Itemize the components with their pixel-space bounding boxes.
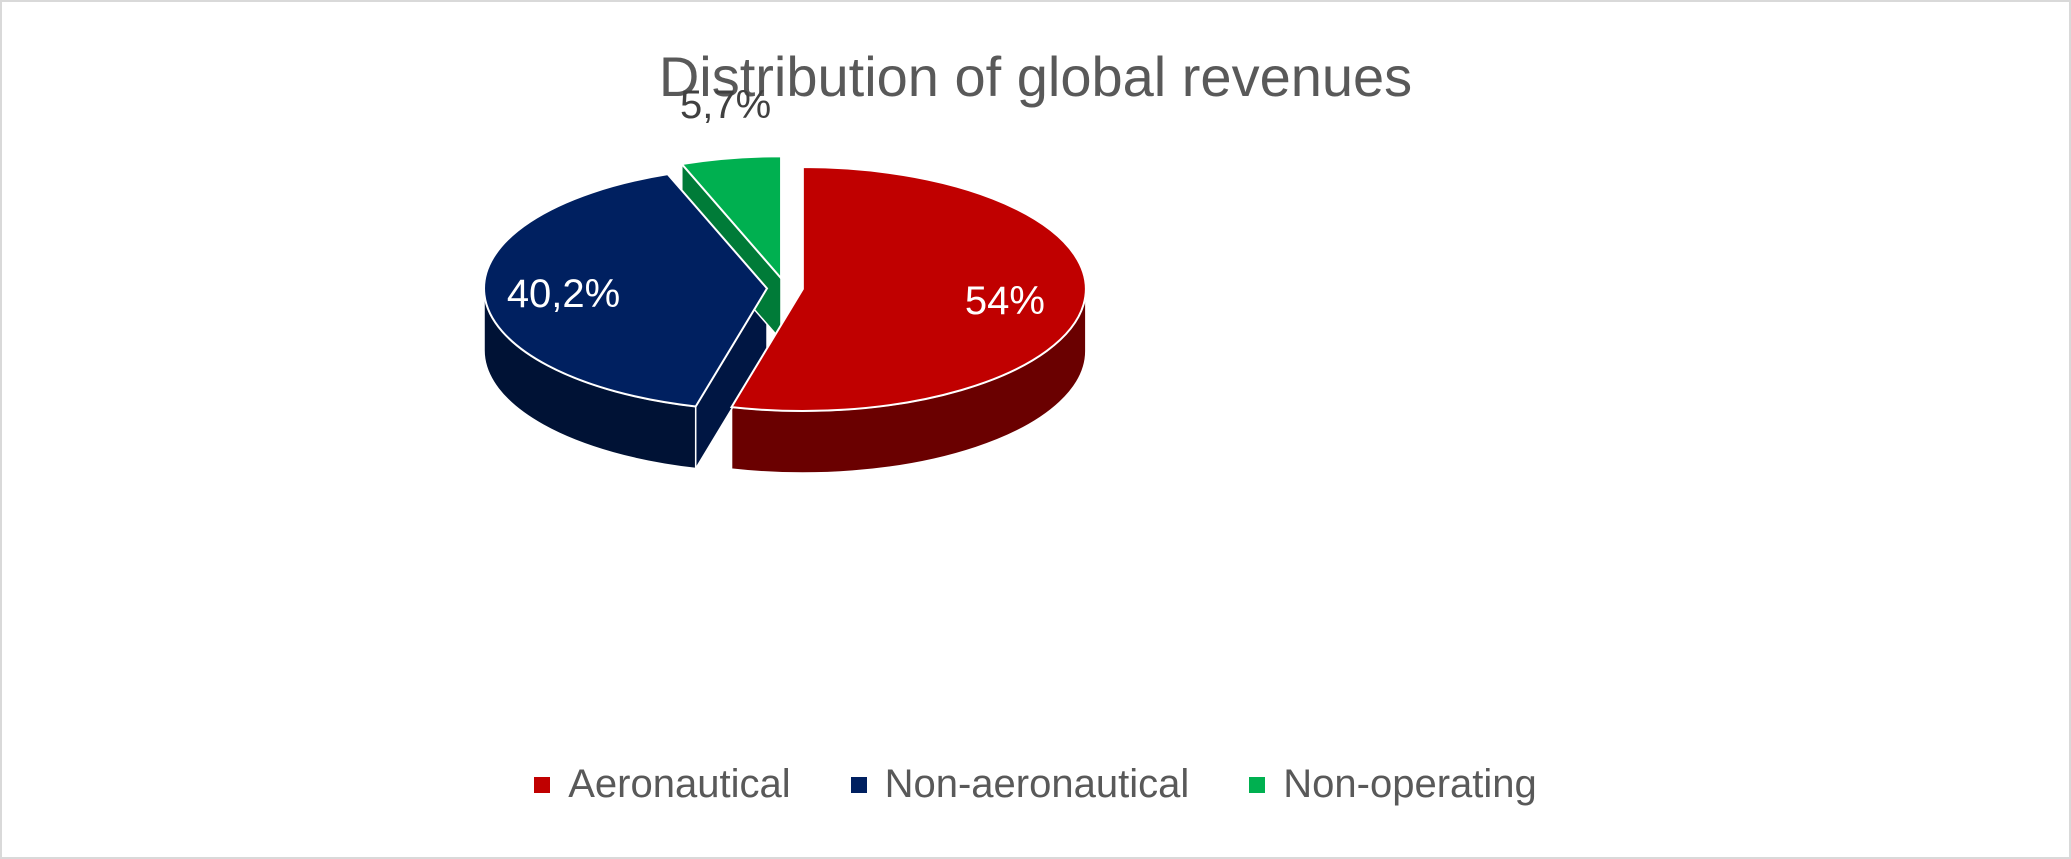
data-label-non-aeronautical: 40,2% <box>507 272 620 316</box>
pie-tops <box>483 155 1087 413</box>
legend-label-aeronautical: Aeronautical <box>568 762 791 806</box>
legend-label-non-operating: Non-operating <box>1283 762 1537 806</box>
pie-slice-aeronautical <box>729 166 1087 413</box>
legend: Aeronautical Non-aeronautical Non-operat… <box>2 762 2069 807</box>
legend-swatch-non-operating <box>1249 776 1266 793</box>
chart-title: Distribution of global revenues <box>658 45 1413 108</box>
pie-slice-non-aeronautical <box>483 173 769 408</box>
pie-slice-non-operating <box>679 155 783 281</box>
pie-labels: 54% 40,2% 5,7% <box>507 83 1045 323</box>
legend-item-non-aeronautical: Non-aeronautical <box>850 762 1190 807</box>
legend-swatch-aeronautical <box>534 776 551 793</box>
data-label-non-operating: 5,7% <box>680 83 771 127</box>
legend-item-aeronautical: Aeronautical <box>534 762 791 807</box>
legend-label-non-aeronautical: Non-aeronautical <box>884 762 1190 806</box>
data-label-aeronautical: 54% <box>965 279 1045 323</box>
legend-item-non-operating: Non-operating <box>1249 762 1537 807</box>
legend-swatch-non-aeronautical <box>850 776 867 793</box>
